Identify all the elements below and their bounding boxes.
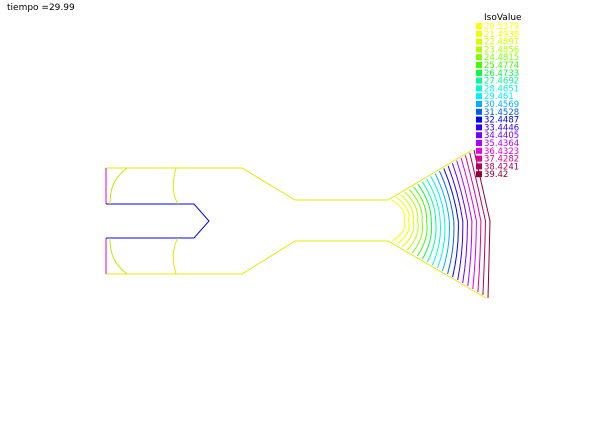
- legend-label: 22.4897: [484, 38, 519, 48]
- contour-line: [408, 189, 424, 254]
- legend-label: 21.4938: [484, 30, 519, 40]
- legend-swatch: [476, 93, 482, 100]
- legend-swatch: [476, 69, 482, 76]
- legend-swatch: [476, 101, 482, 107]
- chart-title: tiempo =29.99: [7, 3, 75, 13]
- legend-swatch: [476, 54, 482, 61]
- legend-swatch: [476, 62, 482, 68]
- legend-swatch: [476, 140, 482, 146]
- legend-swatch: [476, 116, 482, 123]
- legend-label: 29.461: [484, 92, 514, 102]
- contour-line: [464, 155, 482, 293]
- contour-line: [421, 181, 437, 263]
- contour-line: [391, 199, 406, 242]
- legend-label: 20.5379: [484, 22, 519, 32]
- legend-label: 36.4323: [484, 147, 519, 157]
- contour-line: [172, 167, 179, 205]
- legend-swatch: [476, 147, 482, 154]
- contour-line: [443, 168, 459, 278]
- contour-line: [473, 149, 491, 299]
- legend-label: 30.4569: [484, 100, 519, 110]
- contour-line: [451, 163, 468, 284]
- legend-swatch: [476, 46, 482, 53]
- legend-swatch: [476, 132, 482, 139]
- legend-label: 27.4692: [484, 77, 519, 87]
- contour-line: [439, 170, 455, 275]
- legend-label: 37.4282: [484, 155, 519, 165]
- domain-boundary-top: [106, 149, 473, 201]
- legend-label: 28.4651: [484, 84, 519, 94]
- legend-label: 38.4241: [484, 162, 519, 172]
- contour-line: [469, 152, 487, 296]
- legend-label: 35.4364: [484, 139, 519, 149]
- legend-swatch: [476, 163, 482, 170]
- legend-swatch: [476, 77, 482, 84]
- legend-label: 34.4405: [484, 131, 519, 141]
- legend-label: 24.4815: [484, 53, 519, 63]
- contour-line: [109, 167, 128, 205]
- contour-line: [395, 197, 410, 245]
- contour-line: [400, 194, 415, 248]
- contour-line: [417, 183, 433, 260]
- legend-swatch: [476, 23, 482, 29]
- fan-contours: [391, 149, 491, 299]
- legend-swatch: [476, 171, 482, 178]
- contour-line: [426, 178, 441, 266]
- domain-outline: [105, 149, 487, 299]
- left-contours: [109, 167, 179, 275]
- contour-line: [109, 237, 128, 275]
- legend-label: 25.4774: [484, 61, 519, 71]
- contour-line: [413, 186, 428, 257]
- legend-label: 26.4733: [484, 69, 519, 79]
- legend-swatch: [476, 38, 482, 45]
- legend-swatch: [476, 124, 482, 131]
- contour-line: [447, 165, 464, 281]
- legend-swatch: [476, 30, 482, 37]
- legend-swatch: [476, 85, 482, 92]
- legend: 20.537921.493822.489723.485624.481525.47…: [476, 22, 519, 180]
- legend-title: IsoValue: [484, 13, 522, 23]
- legend-swatch: [476, 108, 482, 115]
- contour-line: [460, 157, 477, 290]
- legend-label: 31.4528: [484, 108, 519, 118]
- legend-label: 32.4487: [484, 116, 519, 126]
- domain-boundary-bottom: [106, 240, 487, 299]
- legend-swatch: [476, 155, 482, 162]
- legend-label: 39.42: [484, 170, 508, 180]
- legend-label: 33.4446: [484, 123, 519, 133]
- contour-line: [404, 191, 419, 251]
- contour-line: [172, 237, 179, 275]
- contour-line: [456, 160, 473, 287]
- contour-line: [430, 176, 446, 269]
- inner-body-edge: [106, 203, 210, 239]
- legend-label: 23.4856: [484, 45, 519, 55]
- contour-line: [434, 173, 450, 272]
